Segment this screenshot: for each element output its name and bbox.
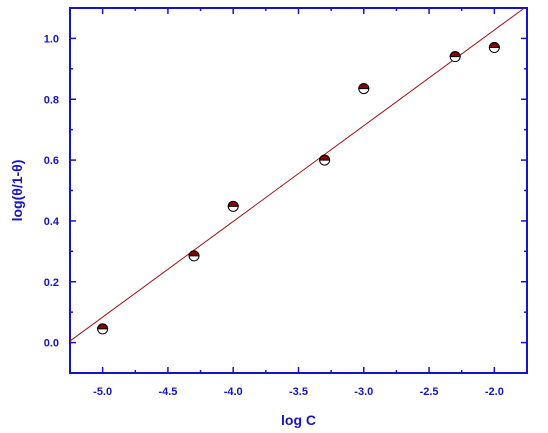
x-tick-label: -3.0 <box>354 386 373 398</box>
data-point <box>319 154 331 166</box>
data-point <box>97 323 109 335</box>
x-tick-label: -4.5 <box>158 386 177 398</box>
data-points <box>97 42 500 335</box>
x-tick-label: -3.5 <box>289 386 308 398</box>
data-point <box>188 250 200 262</box>
data-point <box>488 42 500 54</box>
fit-line <box>69 7 525 342</box>
data-point <box>227 200 239 212</box>
y-tick-label: 0.8 <box>44 94 59 106</box>
tick-labels: -5.0 -4.5 -4.0 -3.5 -3.0 -2.5 -2.0 0.0 0.2 0.4 0.6… <box>44 33 504 398</box>
y-tick-label: 0.0 <box>44 338 59 350</box>
x-tick-label: -5.0 <box>93 386 112 398</box>
data-point <box>358 83 370 95</box>
data-point <box>449 51 461 63</box>
y-axis-title: log(θ/1-θ) <box>9 160 25 222</box>
y-tick-label: 0.2 <box>44 277 59 289</box>
y-tick-label: 1.0 <box>44 33 59 45</box>
axis-ticks <box>69 7 528 374</box>
x-tick-label: -4.0 <box>224 386 243 398</box>
y-tick-label: 0.4 <box>44 216 60 228</box>
x-axis-title: log C <box>281 412 316 428</box>
y-tick-label: 0.6 <box>44 155 59 167</box>
x-tick-label: -2.0 <box>485 386 504 398</box>
plot-frame <box>69 7 528 374</box>
x-tick-label: -2.5 <box>420 386 439 398</box>
